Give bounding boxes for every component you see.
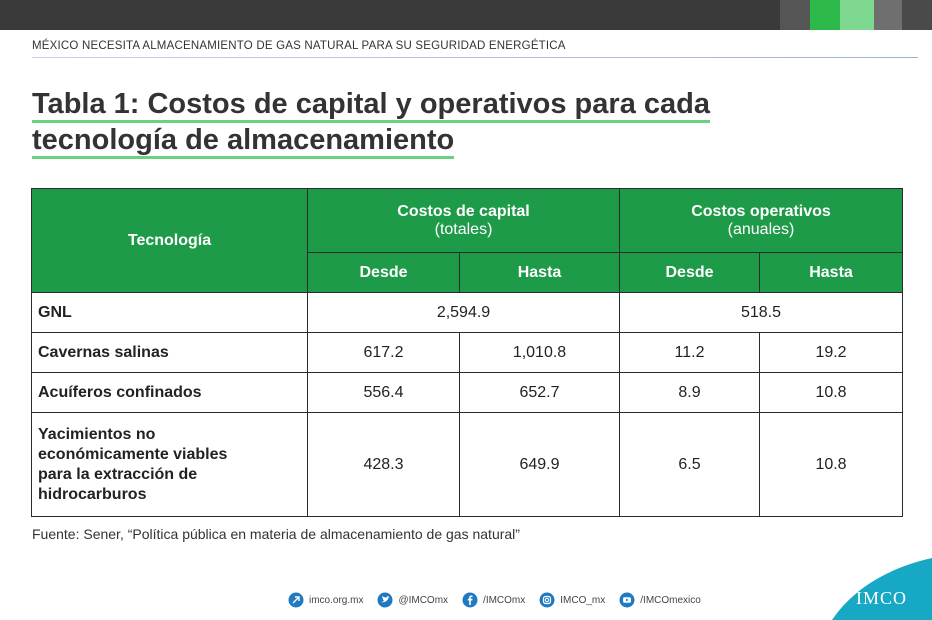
table-row: Cavernas salinas 617.2 1,010.8 11.2 19.2 bbox=[31, 332, 904, 373]
cell-cap-desde: 617.2 bbox=[307, 332, 460, 373]
social-link-youtube[interactable]: /IMCOmexico bbox=[619, 592, 701, 608]
table-row: GNL 2,594.9 518.5 bbox=[31, 292, 904, 333]
cell-capital: 2,594.9 bbox=[306, 292, 621, 333]
logo-wave-shape bbox=[832, 558, 932, 620]
facebook-icon bbox=[462, 592, 478, 608]
color-swatch bbox=[874, 0, 902, 30]
social-label: /IMCOmx bbox=[483, 594, 526, 606]
instagram-icon bbox=[539, 592, 555, 608]
cell-cap-hasta: 652.7 bbox=[458, 372, 621, 413]
social-link-facebook[interactable]: /IMCOmx bbox=[462, 592, 525, 608]
social-link-twitter[interactable]: @IMCOmx bbox=[377, 592, 448, 608]
slide-header: MÉXICO NECESITA ALMACENAMIENTO DE GAS NA… bbox=[32, 40, 566, 52]
header-sublabel: (anuales) bbox=[727, 220, 795, 238]
imco-logo: IMCO bbox=[856, 588, 908, 608]
color-swatch bbox=[780, 0, 810, 30]
social-link-web[interactable]: imco.org.mx bbox=[288, 592, 363, 608]
social-label: imco.org.mx bbox=[309, 594, 364, 606]
header-costos-capital: Costos de capital (totales) bbox=[306, 188, 621, 253]
cell-cap-desde: 428.3 bbox=[307, 412, 460, 517]
youtube-icon bbox=[619, 592, 635, 608]
row-name: Acuíferos confinados bbox=[31, 372, 308, 413]
cell-op-hasta: 10.8 bbox=[759, 412, 904, 517]
cell-op-desde: 8.9 bbox=[619, 372, 761, 413]
table-row: Acuíferos confinados 556.4 652.7 8.9 10.… bbox=[31, 372, 904, 413]
header-hasta: Hasta bbox=[759, 252, 904, 293]
costs-table: Tecnología Costos de capital (totales) C… bbox=[31, 188, 904, 517]
social-link-instagram[interactable]: IMCO_mx bbox=[539, 592, 605, 608]
header-divider bbox=[32, 57, 918, 58]
header-costos-operativos: Costos operativos (anuales) bbox=[619, 188, 904, 253]
social-label: @IMCOmx bbox=[398, 594, 449, 606]
cell-cap-hasta: 649.9 bbox=[458, 412, 621, 517]
header-sublabel: (totales) bbox=[434, 220, 493, 238]
row-name-line: económicamente viables bbox=[38, 445, 228, 463]
row-name: GNL bbox=[31, 292, 308, 333]
row-name-line: hidrocarburos bbox=[38, 485, 147, 503]
row-name: Yacimientos no económicamente viables pa… bbox=[31, 412, 308, 517]
header-hasta: Hasta bbox=[458, 252, 621, 293]
social-label: /IMCOmexico bbox=[640, 594, 701, 606]
color-swatch bbox=[810, 0, 840, 30]
header-label: Costos operativos bbox=[691, 202, 831, 220]
cell-op-hasta: 10.8 bbox=[759, 372, 904, 413]
cell-cap-desde: 556.4 bbox=[307, 372, 460, 413]
row-name: Cavernas salinas bbox=[31, 332, 308, 373]
slide-title: Tabla 1: Costos de capital y operativos … bbox=[32, 86, 892, 159]
title-line-1: Tabla 1: Costos de capital y operativos … bbox=[32, 88, 710, 123]
twitter-icon bbox=[377, 592, 393, 608]
color-swatch bbox=[902, 0, 932, 30]
cell-operativos: 518.5 bbox=[619, 292, 904, 333]
web-icon bbox=[288, 592, 304, 608]
table-row: Yacimientos no económicamente viables pa… bbox=[31, 412, 904, 517]
cell-op-hasta: 19.2 bbox=[759, 332, 904, 373]
cell-op-desde: 6.5 bbox=[619, 412, 761, 517]
header-desde: Desde bbox=[619, 252, 761, 293]
top-bar bbox=[0, 0, 932, 30]
color-swatch bbox=[840, 0, 874, 30]
cell-cap-hasta: 1,010.8 bbox=[458, 332, 621, 373]
header-tecnologia: Tecnología bbox=[31, 188, 308, 293]
social-label: IMCO_mx bbox=[560, 594, 606, 606]
header-desde: Desde bbox=[307, 252, 460, 293]
row-name-line: para la extracción de bbox=[38, 465, 198, 483]
social-footer: imco.org.mx @IMCOmx /IMCOmx IMCO_mx /IMC… bbox=[288, 590, 701, 610]
cell-op-desde: 11.2 bbox=[619, 332, 761, 373]
row-name-line: Yacimientos no bbox=[38, 425, 156, 443]
title-line-2: tecnología de almacenamiento bbox=[32, 124, 455, 159]
source-note: Fuente: Sener, “Política pública en mate… bbox=[32, 526, 520, 542]
header-label: Costos de capital bbox=[397, 202, 530, 220]
